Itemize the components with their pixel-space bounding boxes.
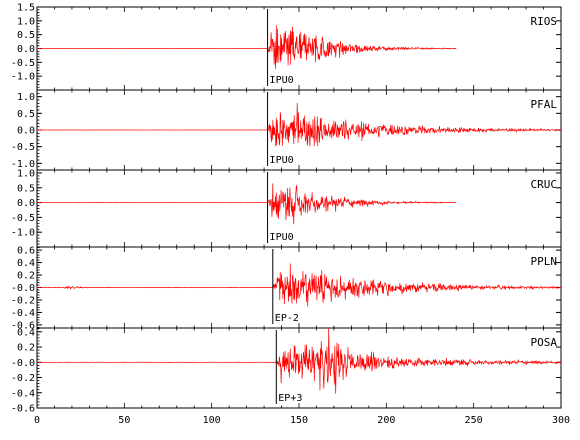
y-tick-label: -0.5 bbox=[11, 142, 35, 153]
y-tick-label: -0.0 bbox=[11, 283, 35, 294]
panel-frame bbox=[36, 169, 562, 248]
y-tick-label: -0.6 bbox=[11, 404, 35, 415]
y-tick-label: 1.0 bbox=[17, 92, 35, 103]
y-tick-label: 0.2 bbox=[17, 343, 35, 354]
y-tick-label: -1.0 bbox=[11, 159, 35, 170]
y-tick-label: -0.2 bbox=[11, 373, 35, 384]
x-tick-label: 50 bbox=[118, 415, 130, 426]
phase-label: EP-2 bbox=[275, 313, 299, 324]
station-label: POSA bbox=[531, 336, 558, 349]
panel-rios: -1.0 -0.5 0.0 0.5 1.0 1.5 RIOS IPU0 bbox=[11, 3, 562, 91]
y-tick-label: 0.5 bbox=[17, 183, 35, 194]
y-tick-label: -0.0 bbox=[11, 358, 35, 369]
y-tick-label: -0.5 bbox=[11, 213, 35, 224]
waveform-trace bbox=[36, 102, 562, 147]
x-tick-label: 300 bbox=[552, 415, 570, 426]
panel-cruc: -1.0 -0.5 0.0 0.5 1.0 CRUC IPU0 bbox=[11, 168, 562, 248]
x-tick-label: 250 bbox=[465, 415, 483, 426]
y-tick-label: -1.0 bbox=[11, 228, 35, 239]
x-tick-label: 200 bbox=[377, 415, 395, 426]
y-tick-label: 0.4 bbox=[17, 327, 35, 338]
x-tick-label: 100 bbox=[203, 415, 221, 426]
panels-layer: -1.0 -0.5 0.0 0.5 1.0 1.5 RIOS IPU0 -1.0 -0.5 0.0 0… bbox=[11, 3, 562, 415]
y-tick-label: 0.5 bbox=[17, 109, 35, 120]
panel-ppln: -0.6-0.4 -0.2-0.00.2 0.40.6 PPLN EP-2 bbox=[11, 246, 562, 331]
y-tick-label: 0.0 bbox=[17, 126, 35, 137]
station-label: PFAL bbox=[531, 98, 558, 111]
y-tick-label: 0.0 bbox=[17, 44, 35, 55]
y-tick-label: -0.5 bbox=[11, 58, 35, 69]
y-tick-label: 0.2 bbox=[17, 271, 35, 282]
y-tick-label: 0.0 bbox=[17, 198, 35, 209]
phase-label: IPU0 bbox=[270, 75, 294, 86]
x-tick-label: 150 bbox=[290, 415, 308, 426]
y-tick-label: -0.6 bbox=[11, 320, 35, 331]
station-label: RIOS bbox=[531, 15, 558, 28]
x-axis: 0 50 100 150 200 250 300 bbox=[34, 415, 570, 426]
y-tick-label: 1.5 bbox=[17, 3, 35, 14]
x-tick-label: 0 bbox=[34, 415, 40, 426]
y-tick-label: -1.0 bbox=[11, 72, 35, 83]
phase-label: EP+3 bbox=[278, 393, 302, 404]
y-tick-label: 0.4 bbox=[17, 258, 35, 269]
phase-label: IPU0 bbox=[270, 232, 294, 243]
waveform-trace bbox=[36, 25, 457, 69]
y-tick-label: -0.4 bbox=[11, 308, 35, 319]
phase-label: IPU0 bbox=[270, 155, 294, 166]
y-tick-label: 1.0 bbox=[17, 168, 35, 179]
y-tick-label: 0.6 bbox=[17, 246, 35, 257]
waveform-trace bbox=[36, 327, 562, 394]
y-tick-label: -0.4 bbox=[11, 388, 35, 399]
panel-pfal: -1.0 -0.5 0.0 0.5 1.0 PFAL IPU0 bbox=[11, 89, 562, 171]
y-tick-label: 1.0 bbox=[17, 16, 35, 27]
y-tick-label: 0.5 bbox=[17, 30, 35, 41]
station-label: CRUC bbox=[531, 178, 558, 191]
waveform-trace bbox=[36, 263, 562, 307]
waveform-trace bbox=[36, 183, 457, 225]
y-tick-label: -0.2 bbox=[11, 295, 35, 306]
station-label: PPLN bbox=[531, 255, 558, 268]
panel-posa: -0.6 -0.4 -0.2 -0.0 0.2 0.4 POSA EP+3 bbox=[11, 327, 562, 415]
